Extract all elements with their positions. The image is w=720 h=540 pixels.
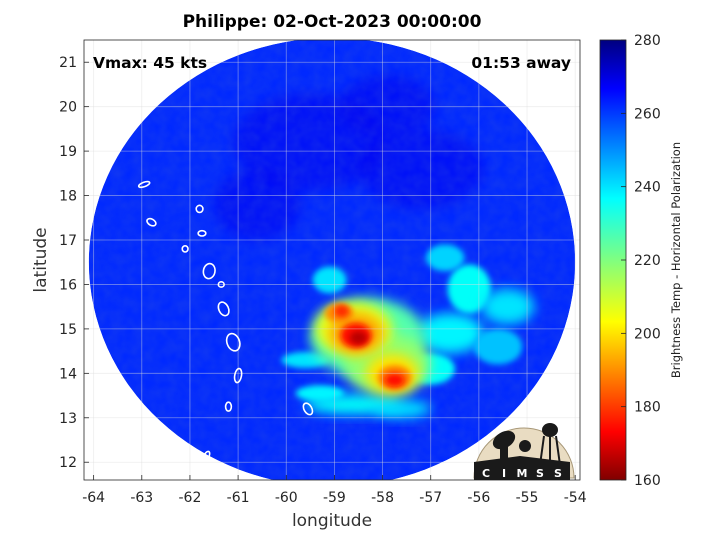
x-tick-label: -60: [275, 490, 298, 506]
x-axis-label: longitude: [291, 511, 373, 531]
rain-field: [295, 385, 345, 402]
y-tick-label: 13: [59, 411, 77, 427]
island-outline: [224, 401, 233, 412]
colorbar-tick-label: 240: [634, 180, 661, 196]
y-tick-label: 16: [59, 277, 77, 293]
rain-field: [372, 400, 431, 418]
rain-field: [481, 288, 535, 325]
swath-noise: [88, 40, 576, 480]
y-axis-label: latitude: [31, 227, 51, 293]
island-outline: [203, 450, 211, 461]
colorbar-tick-label: 260: [634, 106, 661, 122]
island-outline: [233, 367, 243, 384]
colorbar: 160 180 200 220 240 260 280: [599, 33, 661, 489]
vmax-label: Vmax: 45 kts: [93, 54, 207, 72]
swath-image: [88, 40, 576, 480]
x-tick-label: -55: [516, 490, 539, 506]
x-tick-label: -59: [323, 490, 346, 506]
axes-border: [83, 39, 581, 481]
y-tick-label: 18: [59, 189, 77, 205]
logo-letter: S: [536, 467, 544, 480]
axis-ticks: -64 -63 -62 -61 -60 -59 -58 -57 -56 -55 -54 12 13 14 1…: [59, 55, 587, 506]
colorbar-tick-label: 180: [634, 400, 661, 416]
logo-letter: M: [517, 467, 528, 480]
figure-title: Philippe: 02-Oct-2023 00:00:00: [182, 12, 482, 32]
island-outline: [202, 262, 216, 280]
axes-frame: [83, 39, 581, 481]
logo-letter: I: [502, 467, 506, 480]
x-tick-label: -57: [419, 490, 442, 506]
rain-field: [425, 244, 465, 272]
rain-field: [384, 373, 405, 387]
time-away-label: 01:53 away: [471, 54, 571, 72]
x-tick-label: -58: [371, 490, 394, 506]
x-tick-label: -62: [179, 490, 202, 506]
x-tick-label: -56: [467, 490, 490, 506]
island-outline: [217, 280, 225, 288]
y-tick-label: 20: [59, 100, 77, 116]
x-tick-label: -63: [130, 490, 153, 506]
island-outline: [225, 332, 241, 352]
radar-dish-icon: [492, 430, 516, 450]
y-tick-label: 12: [59, 455, 77, 471]
colorbar-tick-label: 200: [634, 326, 661, 342]
rain-field: [474, 328, 523, 365]
y-tick-label: 19: [59, 144, 77, 160]
y-tick-label: 17: [59, 233, 77, 249]
building-icon: [474, 456, 570, 480]
x-tick-label: -54: [564, 490, 587, 506]
radar-post-icon: [500, 444, 508, 462]
island-outlines: [137, 180, 314, 461]
logo-letter: S: [554, 467, 562, 480]
rain-field: [349, 331, 368, 345]
island-outline: [137, 180, 151, 189]
rain-field: [312, 266, 347, 294]
colorbar-tick-label: 160: [634, 473, 661, 489]
colorbar-tick-label: 280: [634, 33, 661, 49]
island-outline: [146, 217, 157, 227]
colorbar-label: Brightness Temp - Horizontal Polarizatio…: [669, 141, 683, 379]
colorbar-tick-label: 220: [634, 253, 661, 269]
y-tick-label: 15: [59, 322, 77, 338]
rain-field: [416, 313, 484, 354]
x-tick-label: -64: [82, 490, 105, 506]
island-outline: [195, 204, 204, 214]
swath-layer: [88, 40, 576, 480]
island-outline: [217, 301, 230, 317]
island-outline: [197, 229, 207, 237]
island-outline: [302, 402, 314, 416]
rain-field: [447, 264, 491, 314]
y-tick-label: 21: [59, 55, 77, 71]
logo-letter: C: [482, 467, 490, 480]
y-tick-label: 14: [59, 366, 77, 382]
water-tower-icon: [542, 423, 558, 437]
rain-field: [334, 304, 349, 318]
x-tick-label: -61: [227, 490, 250, 506]
island-outline: [181, 244, 189, 253]
radar-small-dish-icon: [519, 440, 531, 452]
